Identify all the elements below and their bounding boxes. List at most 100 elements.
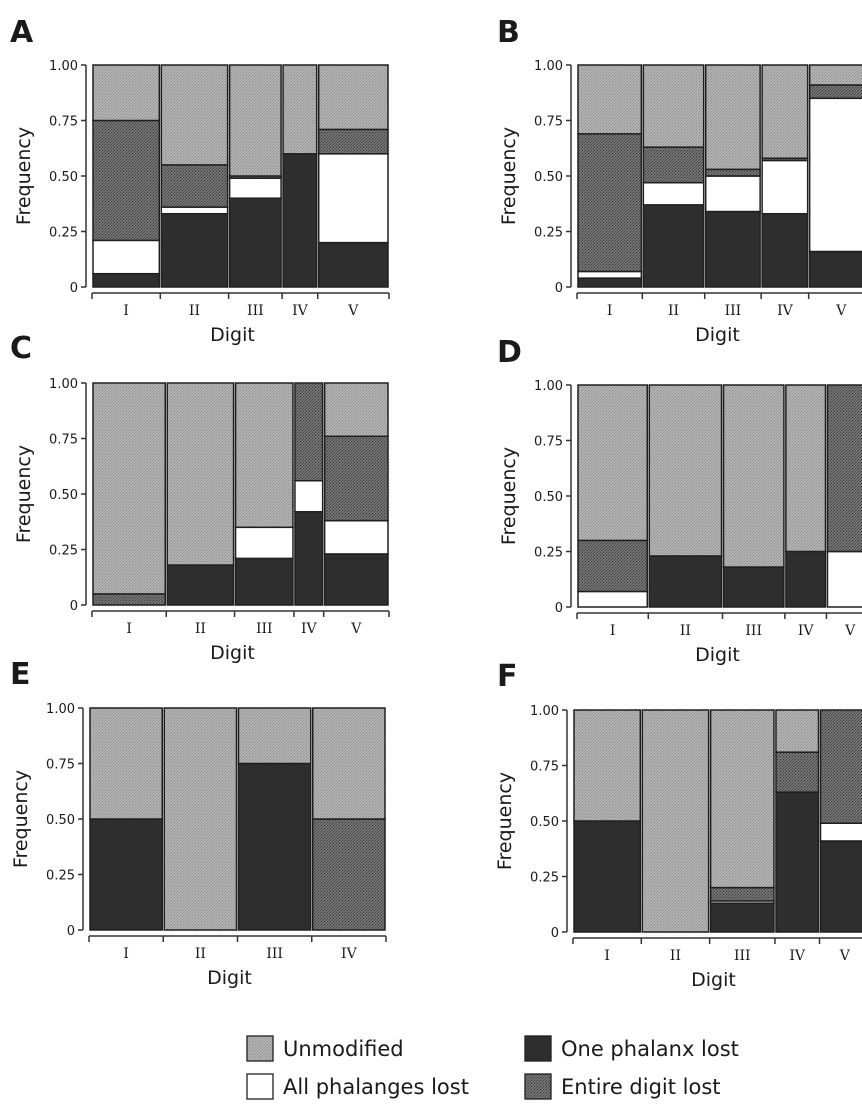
bar-segment-all-phalanges-lost: [577, 270, 643, 279]
y-axis-label: Frequency: [498, 447, 520, 545]
y-tick-label: 1.00: [49, 59, 78, 74]
bar-segment-unmodified: [648, 384, 723, 557]
bar-segment-entire-digit-lost: [323, 435, 389, 522]
bar-segment-entire-digit-lost: [819, 709, 862, 824]
y-tick-label: 0.25: [49, 544, 78, 559]
x-tick-label: III: [734, 948, 751, 964]
bar-segment-all-phalanges-lost: [234, 526, 294, 560]
bar-segment-unmodified: [234, 382, 294, 529]
x-tick-label: I: [604, 948, 610, 964]
x-tick-label: I: [610, 623, 616, 639]
bar-segment-all-phalanges-lost: [228, 177, 282, 199]
bar-segment-unmodified: [709, 709, 775, 889]
x-tick-label: V: [839, 948, 851, 964]
y-tick-label: 0.25: [534, 546, 563, 561]
bar-segment-one-phalanx-lost: [282, 153, 318, 288]
bar-segment-all-phalanges-lost: [92, 239, 161, 275]
bar-segment-all-phalanges-lost: [819, 822, 862, 842]
legend-label-one-phalanx-lost: One phalanx lost: [561, 1037, 739, 1061]
bar-segment-all-phalanges-lost: [642, 181, 705, 206]
bar-segment-one-phalanx-lost: [317, 241, 389, 288]
bar-segment-one-phalanx-lost: [573, 820, 642, 933]
bar-segment-entire-digit-lost: [577, 539, 649, 593]
bar-segment-unmodified: [577, 384, 649, 542]
bar-segment-entire-digit-lost: [92, 119, 161, 242]
bar-segment-one-phalanx-lost: [166, 564, 235, 606]
y-tick-label: 0.25: [530, 871, 559, 886]
y-tick-label: 0.50: [49, 488, 78, 503]
bar-segment-one-phalanx-lost: [709, 902, 775, 933]
bar-segment-all-phalanges-lost: [826, 550, 862, 608]
x-tick-label: IV: [777, 303, 794, 319]
x-tick-label: I: [123, 303, 129, 319]
bar-segment-unmodified: [785, 384, 827, 553]
bar-segment-unmodified: [775, 709, 820, 753]
bar-segment-one-phalanx-lost: [704, 210, 761, 288]
bar-segment-unmodified: [317, 64, 389, 131]
y-tick-label: 0.50: [49, 170, 78, 185]
x-tick-label: V: [844, 623, 856, 639]
bar-segment-all-phalanges-lost: [577, 590, 649, 608]
bar-segment-entire-digit-lost: [808, 84, 862, 100]
y-tick-label: 0: [555, 601, 563, 616]
x-tick-label: III: [266, 946, 283, 962]
x-tick-label: V: [350, 621, 362, 637]
bar-segment-unmodified: [228, 64, 282, 177]
bar-segment-entire-digit-lost: [704, 168, 761, 177]
bar-segment-entire-digit-lost: [312, 818, 386, 931]
bar-segment-unmodified: [92, 64, 161, 122]
bar-segment-unmodified: [722, 384, 785, 568]
bar-segment-one-phalanx-lost: [577, 277, 643, 288]
bar-segment-unmodified: [761, 64, 809, 159]
bar-segment-one-phalanx-lost: [775, 791, 820, 933]
bar-segment-unmodified: [312, 707, 386, 820]
bar-segment-entire-digit-lost: [709, 886, 775, 902]
x-axis-label: Digit: [691, 969, 736, 991]
y-axis-label: Frequency: [494, 772, 516, 870]
bar-segment-entire-digit-lost: [826, 384, 862, 553]
x-tick-label: II: [680, 623, 691, 639]
y-tick-label: 0.75: [49, 115, 78, 130]
bar-segment-all-phalanges-lost: [160, 206, 229, 215]
bar-segment-all-phalanges-lost: [317, 153, 389, 244]
x-tick-label: II: [189, 303, 200, 319]
bar-segment-unmodified: [577, 64, 643, 135]
bar-segment-one-phalanx-lost: [761, 212, 809, 288]
legend-label-entire-digit-lost: Entire digit lost: [561, 1075, 721, 1099]
bar-segment-entire-digit-lost: [642, 146, 705, 184]
bar-segment-one-phalanx-lost: [722, 566, 785, 608]
bar-segment-one-phalanx-lost: [642, 204, 705, 288]
y-tick-label: 1.00: [534, 59, 563, 74]
y-tick-label: 0.75: [534, 435, 563, 450]
panel-letter: D: [497, 335, 522, 370]
bar-segment-one-phalanx-lost: [237, 762, 312, 931]
bar-segment-entire-digit-lost: [294, 382, 324, 482]
x-tick-label: II: [670, 948, 681, 964]
bar-segment-one-phalanx-lost: [234, 557, 294, 606]
y-tick-label: 1.00: [530, 704, 559, 719]
x-tick-label: IV: [292, 303, 309, 319]
y-tick-label: 0.75: [530, 760, 559, 775]
bar-segment-one-phalanx-lost: [89, 818, 163, 931]
bar-segment-entire-digit-lost: [317, 128, 389, 155]
x-tick-label: IV: [341, 946, 358, 962]
y-tick-label: 0: [555, 281, 563, 296]
x-tick-label: III: [745, 623, 762, 639]
x-axis-label: Digit: [695, 324, 740, 346]
bar-segment-entire-digit-lost: [577, 133, 643, 273]
x-tick-label: I: [126, 621, 132, 637]
legend-swatch-entire-digit-lost: [524, 1073, 552, 1100]
bar-segment-one-phalanx-lost: [323, 553, 389, 606]
panel-letter: E: [10, 657, 31, 692]
bar-segment-entire-digit-lost: [92, 593, 166, 606]
y-tick-label: 0.50: [534, 170, 563, 185]
y-tick-label: 0.50: [46, 813, 75, 828]
y-axis-label: Frequency: [10, 770, 32, 868]
y-tick-label: 0: [70, 599, 78, 614]
legend-label-all-phalanges-lost: All phalanges lost: [283, 1075, 469, 1099]
y-tick-label: 0.50: [530, 815, 559, 830]
